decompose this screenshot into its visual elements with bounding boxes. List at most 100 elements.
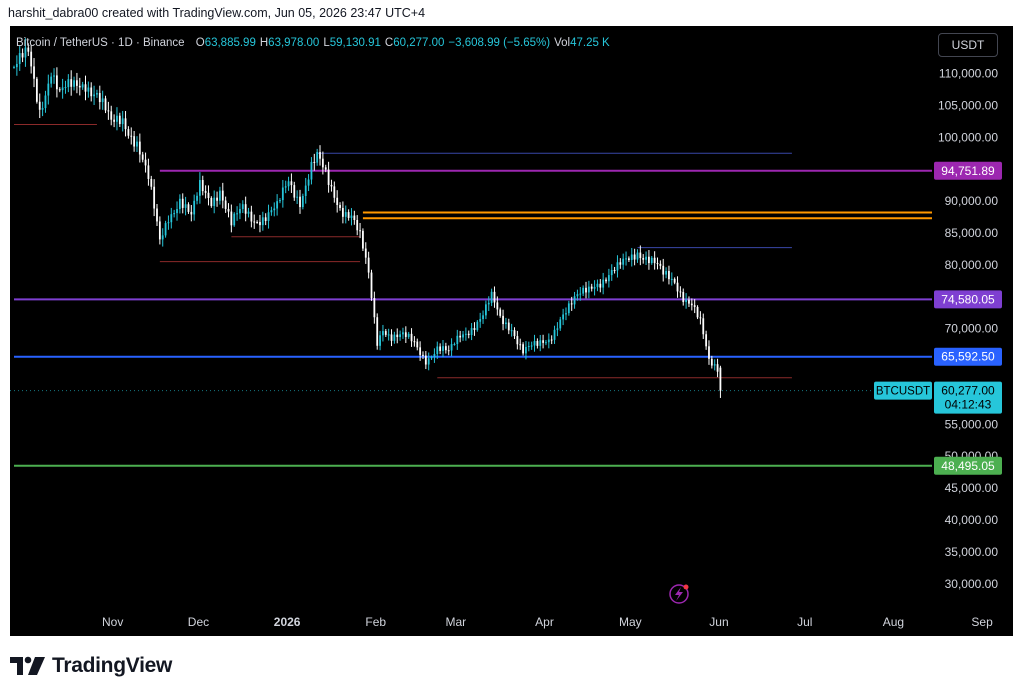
candle-body bbox=[276, 201, 279, 209]
candle-body bbox=[141, 154, 144, 160]
x-tick-label: Jul bbox=[797, 615, 812, 629]
y-tick-label: 40,000.00 bbox=[945, 513, 999, 527]
candle-body bbox=[613, 270, 616, 272]
candle-body bbox=[590, 286, 593, 289]
candle-body bbox=[121, 118, 124, 125]
candle-body bbox=[382, 331, 384, 336]
candle-body bbox=[479, 319, 482, 322]
candle-body bbox=[124, 118, 127, 130]
candle-body bbox=[67, 79, 70, 88]
candle-body bbox=[233, 213, 236, 226]
candle-body bbox=[502, 315, 504, 325]
legend-close-value: 60,277.00 bbox=[393, 37, 445, 49]
candle-body bbox=[279, 200, 281, 202]
candle-body bbox=[104, 98, 107, 111]
candle-body bbox=[593, 286, 596, 289]
candle-body bbox=[247, 211, 250, 214]
y-tick-label: 70,000.00 bbox=[945, 322, 999, 336]
candle-body bbox=[241, 204, 244, 210]
candle-body bbox=[716, 364, 719, 372]
candle-body bbox=[307, 179, 310, 186]
candle-body bbox=[648, 256, 650, 264]
legend-close-label: C bbox=[384, 37, 394, 49]
candle-body bbox=[93, 94, 95, 97]
candle-body bbox=[284, 186, 287, 188]
currency-button[interactable]: USDT bbox=[938, 33, 998, 57]
candle-body bbox=[619, 262, 622, 265]
candle-body bbox=[221, 190, 224, 201]
candle-body bbox=[216, 197, 218, 201]
level-price-label: 74,580.05 bbox=[941, 292, 995, 306]
candle-body bbox=[127, 129, 130, 136]
candle-body bbox=[350, 215, 353, 218]
candle-body bbox=[44, 95, 47, 109]
candle-body bbox=[367, 257, 370, 273]
chart-area[interactable]: 30,000.00 35,000.00 40,000.00 45,000.00 50,0… bbox=[10, 26, 1013, 636]
candle-body bbox=[227, 208, 230, 212]
legend-symbol[interactable]: Bitcoin / TetherUS · 1D · Binance bbox=[16, 37, 185, 49]
candle-body bbox=[602, 279, 605, 288]
candle-body bbox=[645, 256, 647, 260]
candle-body bbox=[73, 80, 75, 87]
symbol-tag bbox=[874, 381, 932, 400]
candle-body bbox=[110, 111, 113, 120]
candle-body bbox=[630, 254, 633, 260]
level-price-tag bbox=[934, 347, 1002, 366]
y-tick-label: 105,000.00 bbox=[938, 98, 998, 112]
candle-body bbox=[676, 282, 679, 292]
candle-body bbox=[176, 209, 178, 214]
candle-body bbox=[156, 208, 158, 222]
candle-body bbox=[33, 66, 35, 79]
candle-body bbox=[505, 322, 507, 325]
tradingview-logo-icon bbox=[10, 656, 45, 675]
legend-low-value: 59,130.91 bbox=[329, 37, 381, 49]
candle-body bbox=[267, 212, 270, 221]
candle-body bbox=[364, 248, 367, 258]
level-price-label: 65,592.50 bbox=[941, 350, 995, 364]
price-chart[interactable]: 30,000.0035,000.0040,000.0045,000.0050,0… bbox=[10, 26, 1013, 636]
candle-body bbox=[13, 67, 15, 69]
candle-body bbox=[427, 358, 430, 365]
candle-body bbox=[559, 319, 562, 329]
x-tick-label: 2026 bbox=[274, 615, 301, 629]
candle-body bbox=[90, 87, 93, 97]
candle-body bbox=[447, 350, 450, 352]
candle-body bbox=[98, 93, 101, 103]
candle-body bbox=[27, 47, 30, 52]
candle-body bbox=[610, 270, 613, 276]
legend-change: −3,608.99 (−5.65%) bbox=[448, 37, 551, 49]
candle-body bbox=[173, 213, 176, 215]
candle-body bbox=[118, 115, 121, 125]
candle-body bbox=[219, 190, 221, 201]
candle-body bbox=[442, 346, 444, 351]
legend-open-value: 63,885.99 bbox=[204, 37, 256, 49]
candle-body bbox=[433, 353, 436, 358]
candle-body bbox=[362, 230, 364, 249]
y-tick-label: 45,000.00 bbox=[945, 481, 999, 495]
candle-body bbox=[336, 197, 339, 205]
candle-body bbox=[459, 335, 462, 338]
candle-body bbox=[210, 198, 213, 207]
x-tick-label: Apr bbox=[535, 615, 554, 629]
candle-body bbox=[410, 333, 413, 342]
candle-body bbox=[87, 87, 90, 92]
candle-body bbox=[330, 184, 333, 187]
candle-body bbox=[133, 136, 136, 147]
candle-body bbox=[439, 346, 442, 351]
candle-body bbox=[596, 283, 599, 287]
candle-body bbox=[70, 79, 73, 87]
y-tick-label: 110,000.00 bbox=[939, 67, 998, 81]
candle-body bbox=[239, 209, 241, 214]
footer-brand: TradingView bbox=[10, 654, 172, 678]
candle-body bbox=[419, 347, 422, 355]
candle-body bbox=[553, 329, 556, 340]
candle-body bbox=[599, 283, 602, 288]
candle-body bbox=[450, 344, 453, 351]
candle-body bbox=[213, 197, 216, 207]
candle-body bbox=[384, 331, 387, 335]
candle-body bbox=[253, 221, 256, 223]
candle-body bbox=[18, 53, 21, 64]
footer-brand-text: TradingView bbox=[52, 654, 173, 677]
candle-body bbox=[224, 200, 227, 209]
candle-body bbox=[58, 89, 61, 91]
